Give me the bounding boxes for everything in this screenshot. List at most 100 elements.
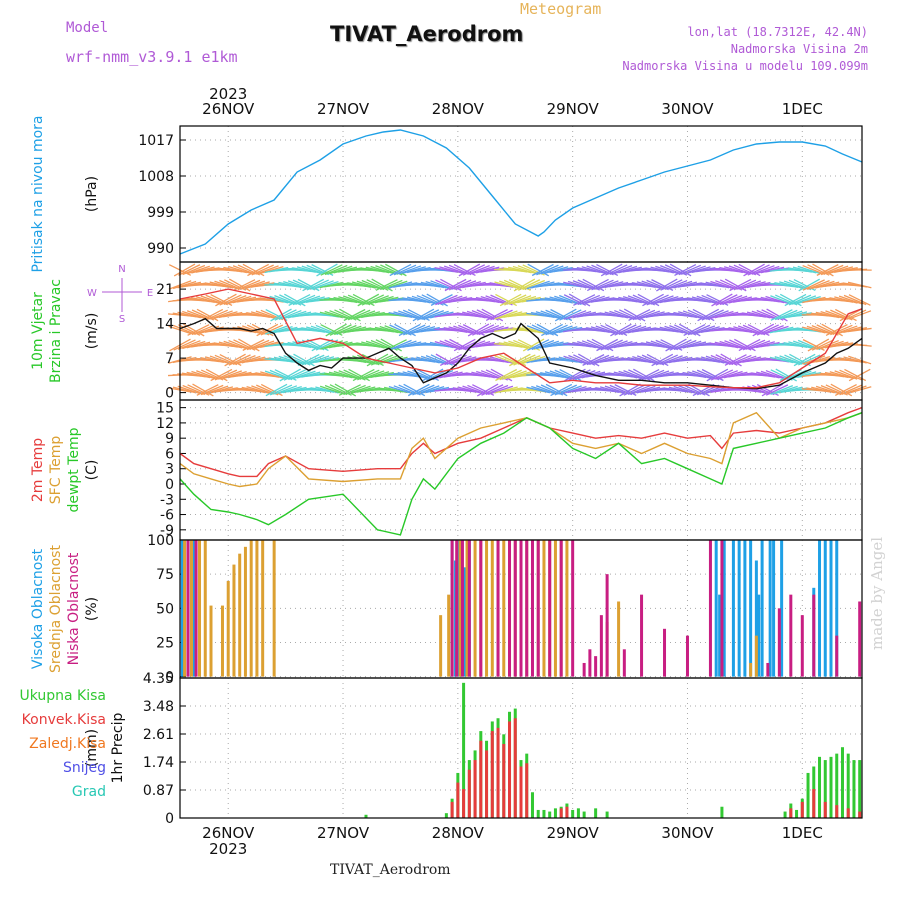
wind-barb [232,355,256,365]
wind-barb [389,339,412,351]
wind-barb [402,371,426,379]
wind-barb [535,340,560,350]
wind-barb [471,371,495,379]
wind-barb [476,324,500,336]
wind-barb [641,369,665,381]
wind-barb [834,325,858,335]
wind-barb [384,280,408,290]
y-tick-label: 1.74 [143,755,174,771]
wind-barb [728,326,753,334]
panel-title-clouds: Niska Oblacnost [66,552,82,665]
bar-clouds [496,540,500,677]
bar-precip [553,808,557,818]
wind-barb [251,340,275,350]
wind-barb [333,370,358,380]
wind-barb [269,295,293,305]
wind-barb [412,308,435,322]
x-tick-label-bottom: 30NOV [661,824,714,842]
wind-barb [223,371,247,379]
wind-barb [641,280,665,290]
wind-barb [812,263,834,277]
wind-barb [820,311,844,319]
wind-barb [815,311,840,319]
wind-barb [480,325,504,335]
bar-precip [823,801,827,818]
unit-label-clouds: (%) [84,597,100,621]
wind-barb [756,371,780,379]
wind-barb [361,341,385,349]
y-tick-label: 15 [156,401,174,417]
wind-barb-field [167,263,872,397]
wind-barb [728,296,753,304]
wind-barb [659,355,683,365]
wind-barb [205,385,229,395]
series-line-temperature [179,412,863,536]
footer-title: TIVAT_Aerodrom [330,862,451,878]
bar-clouds [183,540,187,677]
bar-precip [473,760,477,818]
wind-barb [508,371,532,379]
wind-barb [233,279,256,291]
wind-barb [319,385,344,395]
wind-barb [664,325,688,335]
wind-barb [526,280,550,290]
wind-barb [765,295,789,305]
wind-barb [462,281,486,289]
bar-clouds [789,594,793,677]
wind-barb [586,296,610,304]
wind-barb [806,280,830,290]
bar-clouds [467,540,471,677]
wind-barb [325,323,347,337]
wind-barb [733,326,757,334]
wind-barb [499,280,523,290]
wind-barb [209,310,233,320]
y-tick-label: 2.61 [143,727,174,743]
wind-barb [775,368,797,382]
wind-barb [347,385,371,395]
wind-barb [293,353,315,367]
bar-clouds [198,540,202,677]
wind-barb [430,294,453,306]
wind-barb [526,356,551,364]
wind-barb [779,281,803,289]
wind-barb [760,370,785,380]
wind-barb [650,340,674,350]
wind-barb [302,278,325,292]
wind-barb [747,264,770,276]
wind-barb [673,339,697,351]
wind-barb [416,309,440,321]
legend-conv_precip: Konvek.Kisa [22,712,106,728]
wind-barb [559,309,582,321]
wind-barb [829,266,854,274]
wind-barb [250,311,275,319]
wind-barb [366,295,389,305]
wind-barb [370,371,394,379]
wind-barb [471,265,495,275]
wind-barb [490,368,513,382]
wind-barb [687,324,711,336]
wind-barb [191,266,215,274]
wind-barb [655,295,679,305]
bar-precip [485,750,489,818]
wind-barb [420,386,445,394]
wind-barb [792,371,817,379]
legend-snow: Snijeg [63,760,106,776]
bar-clouds [255,540,259,677]
wind-barb [632,385,656,395]
bar-clouds [189,540,193,677]
wind-barb [255,265,279,275]
wind-barb [591,279,614,291]
wind-barb [457,281,482,289]
wind-barb [200,356,225,364]
wind-barb [439,354,462,366]
wind-barb [420,281,445,289]
bar-precip [783,811,787,818]
bar-clouds [272,540,276,677]
wind-barb [319,281,344,289]
wind-barb [232,296,257,304]
bar-precip [858,811,862,818]
bar-clouds [530,540,534,677]
wind-barb [549,325,573,335]
wind-barb [352,355,376,365]
y-tick-label: 1008 [138,169,174,185]
